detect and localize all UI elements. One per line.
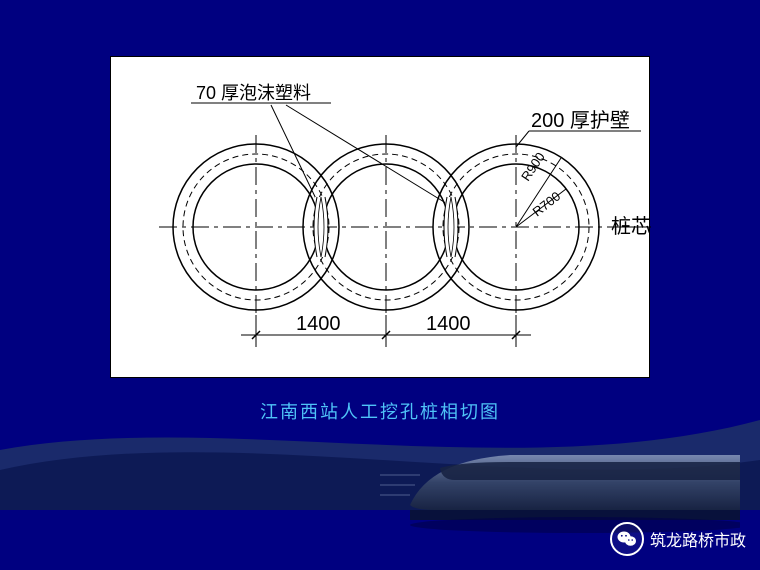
wall-label: 200 厚护壁 <box>531 109 630 132</box>
dim-1: 1400 <box>296 313 341 335</box>
diagram-caption: 江南西站人工挖孔桩相切图 <box>0 398 760 424</box>
foam-strip-1 <box>314 197 328 257</box>
diagram-panel: 70 厚泡沫塑料 200 厚护壁 桩芯 <box>110 56 650 378</box>
wechat-icon <box>610 522 644 556</box>
r700-label: R700 <box>530 188 564 219</box>
dimension-group: 1400 1400 <box>241 313 531 347</box>
pile-section-diagram: 70 厚泡沫塑料 200 厚护壁 桩芯 <box>111 57 651 379</box>
foam-leader-2 <box>286 105 449 205</box>
dim-2: 1400 <box>426 313 471 335</box>
wechat-label: 筑龙路桥市政 <box>650 527 746 551</box>
foam-label: 70 厚泡沫塑料 <box>196 83 311 103</box>
wechat-badge: 筑龙路桥市政 <box>610 522 746 556</box>
foam-strip-2 <box>444 197 458 257</box>
